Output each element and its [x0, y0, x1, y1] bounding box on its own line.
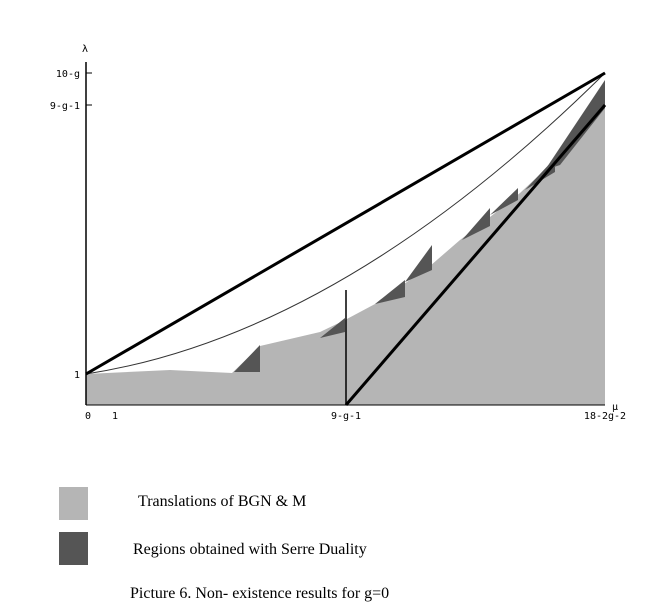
- y-tick-label: 10-g: [56, 69, 80, 80]
- upper-line: [85, 71, 606, 376]
- x-tick-label: 9-g-1: [331, 411, 361, 422]
- y-tick-label: 9-g-1: [50, 101, 80, 112]
- legend-swatch: [59, 487, 88, 520]
- serre-regions: [234, 80, 605, 372]
- y-axis-label: λ: [82, 44, 88, 55]
- legend-swatch: [59, 532, 88, 565]
- caption: Picture 6. Non- existence results for g=…: [130, 585, 389, 602]
- y-tick-label: 1: [74, 370, 80, 381]
- curve: [85, 72, 606, 375]
- legend-label: Regions obtained with Serre Duality: [133, 541, 367, 558]
- x-axis-label: μ: [612, 402, 618, 413]
- legend-label: Translations of BGN & M: [138, 493, 306, 510]
- x-tick-label: 1: [112, 411, 118, 422]
- x-tick-label: 0: [85, 411, 91, 422]
- lower-line: [344, 104, 607, 406]
- x-tick-label: 18-2g-2: [584, 411, 626, 422]
- bgn-region: [86, 100, 605, 405]
